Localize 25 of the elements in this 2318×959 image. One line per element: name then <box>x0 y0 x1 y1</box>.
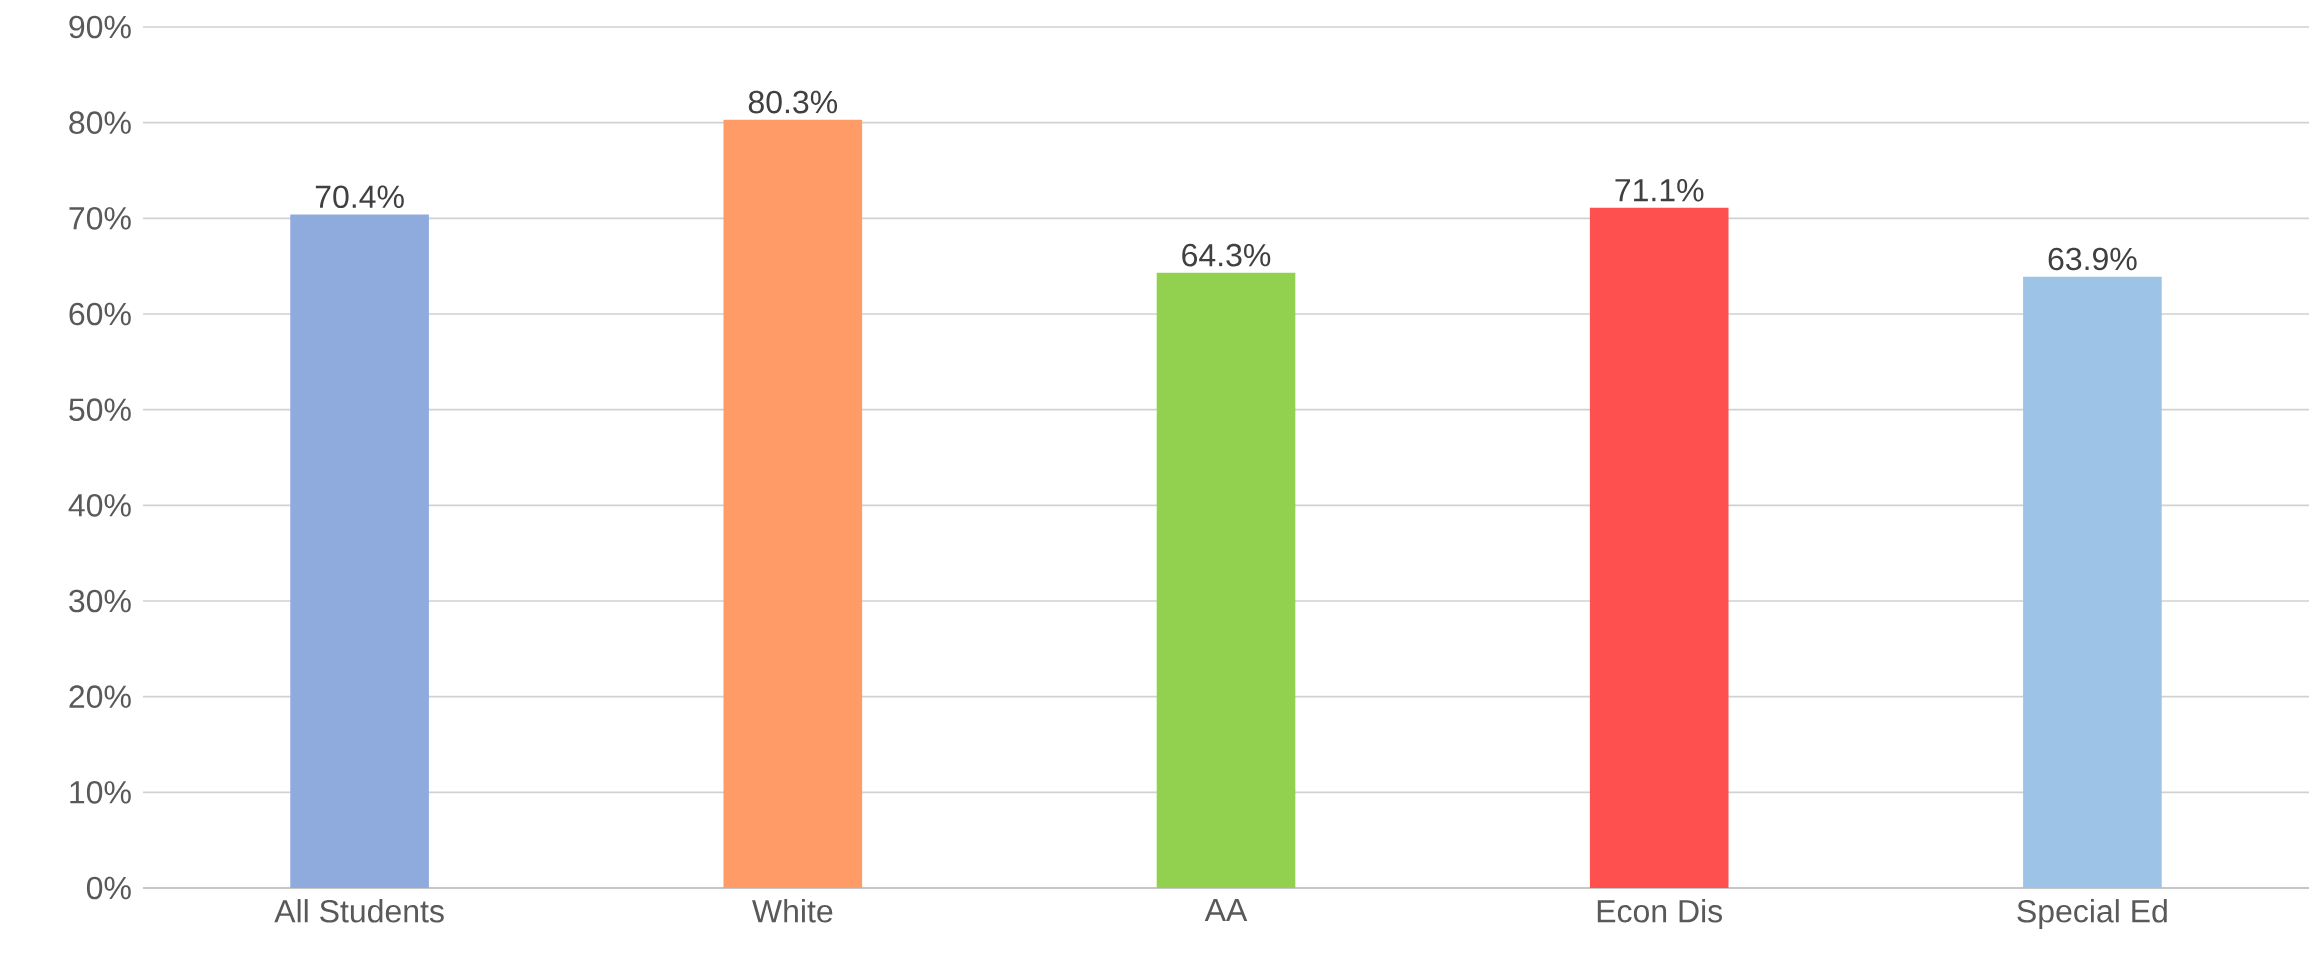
y-tick-label: 0% <box>86 876 131 900</box>
y-tick-label: 80% <box>69 111 131 134</box>
y-tick-label: 40% <box>68 494 131 517</box>
y-tick-label: 50% <box>69 398 131 421</box>
x-tick-label: Special Ed <box>2017 899 2167 929</box>
bar <box>1589 207 1729 888</box>
data-label: 64.3% <box>1182 243 1271 267</box>
y-tick-label: 70% <box>69 207 131 230</box>
y-tick-label: 90% <box>69 15 131 39</box>
bar <box>2023 276 2162 888</box>
y-tick-label: 20% <box>69 685 131 708</box>
y-tick-label: 30% <box>69 589 131 613</box>
y-tick-label: 60% <box>69 302 131 326</box>
data-label: 70.4% <box>315 185 404 209</box>
x-tick-label: Econ Dis <box>1597 899 1723 923</box>
bar <box>290 214 429 888</box>
x-tick-label: White <box>752 899 833 923</box>
bar <box>1156 272 1296 888</box>
bar <box>723 119 863 888</box>
data-label: 71.1% <box>1615 179 1704 202</box>
data-label: 80.3% <box>748 90 838 114</box>
y-tick-label: 10% <box>70 781 131 804</box>
data-label: 63.9% <box>2048 247 2137 271</box>
x-tick-label: All Students <box>274 899 444 923</box>
x-tick-label: AA <box>1204 899 1248 922</box>
